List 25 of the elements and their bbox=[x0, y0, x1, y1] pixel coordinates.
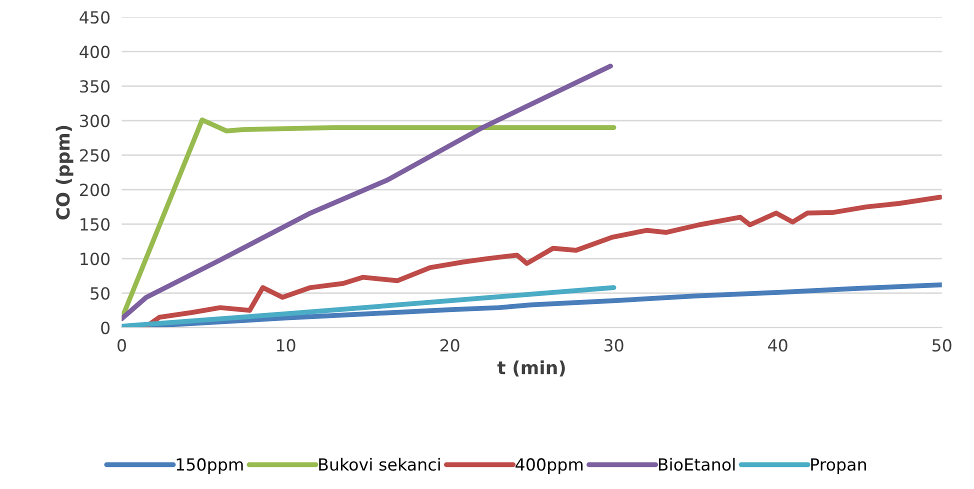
legend-label: Propan bbox=[811, 458, 866, 474]
x-tick-label: 10 bbox=[277, 339, 296, 352]
y-tick-label: 150 bbox=[80, 218, 110, 231]
x-tick-label: 40 bbox=[768, 339, 788, 352]
legend-label: 400ppm bbox=[516, 458, 583, 474]
x-tick-label: 30 bbox=[604, 339, 624, 352]
y-tick-label: 350 bbox=[80, 80, 110, 93]
x-tick-label: 20 bbox=[440, 339, 460, 352]
line-series bbox=[122, 285, 616, 328]
y-axis-title: CO (ppm) bbox=[56, 126, 74, 220]
y-tick-label: 200 bbox=[80, 184, 110, 196]
legend-label: Bukovi sekanci bbox=[319, 458, 440, 471]
x-tick-label: 50 bbox=[932, 339, 952, 352]
legend-label: BioEtanol bbox=[658, 458, 735, 471]
x-axis-title: t (min) bbox=[497, 360, 565, 377]
y-tick-label: 400 bbox=[80, 46, 110, 58]
y-tick-label: 450 bbox=[80, 11, 110, 24]
x-tick-label: 0 bbox=[118, 339, 126, 352]
y-tick-label: 50 bbox=[90, 287, 110, 300]
y-tick-label: 100 bbox=[80, 252, 110, 266]
line-series bbox=[122, 64, 613, 322]
legend-label: 150ppm bbox=[176, 458, 243, 474]
y-tick-label: 300 bbox=[80, 114, 110, 128]
y-tick-label: 250 bbox=[80, 149, 110, 162]
y-tick-label: 0 bbox=[101, 322, 110, 334]
